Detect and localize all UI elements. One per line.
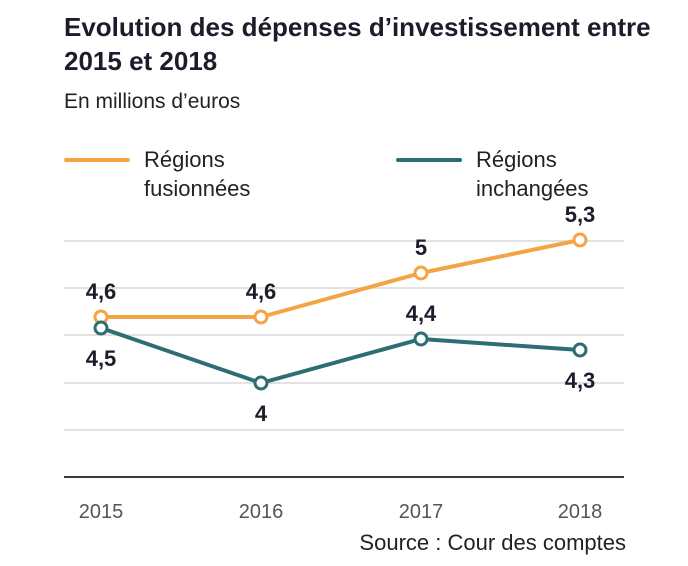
legend-label-inchangees: Régions inchangées bbox=[476, 147, 589, 201]
x-tick-label-2016: 2016 bbox=[239, 501, 284, 523]
point-fusionnees-2017 bbox=[413, 265, 429, 281]
data-label-inchangees-2015: 4,5 bbox=[86, 346, 117, 371]
x-tick-label-2015: 2015 bbox=[79, 501, 124, 523]
data-label-fusionnees-2017: 5 bbox=[415, 235, 427, 260]
series-line-inchangees bbox=[100, 326, 581, 385]
legend-item-fusionnees: Régions fusionnées bbox=[64, 145, 294, 203]
chart-title: Evolution des dépenses d’investissement … bbox=[64, 12, 651, 76]
point-inchangees-2017 bbox=[413, 331, 429, 347]
data-label-inchangees-2017: 4,4 bbox=[406, 301, 437, 326]
data-label-fusionnees-2015: 4,6 bbox=[86, 279, 117, 304]
point-inchangees-2016 bbox=[253, 375, 269, 391]
x-tick-label-2017: 2017 bbox=[399, 501, 444, 523]
source-note: Source : Cour des comptes bbox=[359, 530, 626, 555]
chart-subtitle: En millions d’euros bbox=[64, 90, 241, 113]
point-fusionnees-2018 bbox=[572, 232, 588, 248]
data-label-inchangees-2016: 4 bbox=[255, 401, 268, 426]
legend-swatch-inchangees bbox=[396, 158, 462, 162]
legend-label-fusionnees: Régions fusionnées bbox=[144, 147, 251, 201]
point-inchangees-2018 bbox=[572, 342, 588, 358]
point-fusionnees-2016 bbox=[253, 309, 269, 325]
data-label-inchangees-2018: 4,3 bbox=[565, 368, 596, 393]
legend-swatch-fusionnees bbox=[64, 158, 130, 162]
series-line-fusionnees bbox=[101, 238, 581, 319]
legend-item-inchangees: Régions inchangées bbox=[396, 145, 626, 203]
x-tick-label-2018: 2018 bbox=[558, 501, 603, 523]
point-inchangees-2015 bbox=[93, 320, 109, 336]
data-label-fusionnees-2016: 4,6 bbox=[246, 279, 277, 304]
data-label-fusionnees-2018: 5,3 bbox=[565, 202, 596, 227]
